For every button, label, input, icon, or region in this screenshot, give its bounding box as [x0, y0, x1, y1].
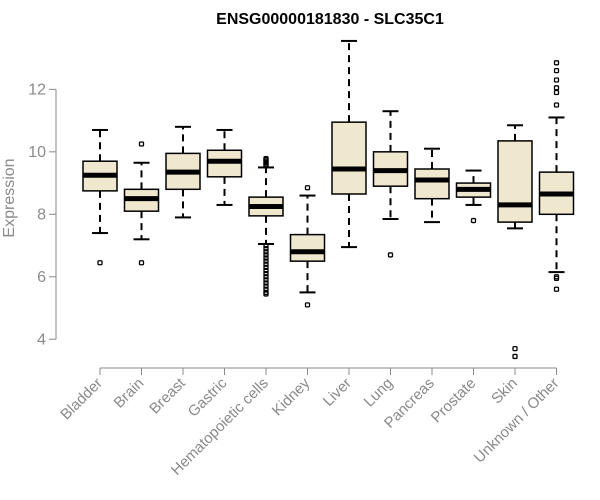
- outlier-point: [263, 258, 269, 264]
- x-tick-label: Prostate: [428, 375, 480, 427]
- outlier-point: [263, 255, 269, 261]
- outlier-point: [553, 275, 560, 281]
- x-tick-label: Liver: [320, 375, 355, 410]
- outlier-point: [470, 217, 477, 224]
- outlier-point: [304, 185, 311, 191]
- x-tick-label: Lung: [361, 375, 397, 411]
- x-tick-label: Bladder: [57, 375, 106, 424]
- box-group: [165, 125, 201, 219]
- box-iqr: [414, 168, 450, 200]
- y-tick-label: 6: [37, 269, 46, 286]
- outlier-point: [553, 89, 560, 96]
- outlier-point: [263, 242, 269, 249]
- x-tick-label: Breast: [146, 374, 189, 417]
- outlier-point: [138, 260, 145, 266]
- plot-area: [82, 39, 575, 360]
- y-tick-label: 4: [37, 331, 46, 348]
- box-group: [538, 60, 575, 292]
- box-group: [455, 169, 492, 224]
- outlier-point: [263, 156, 269, 162]
- outlier-point: [263, 283, 269, 289]
- y-axis-label: Expression: [1, 158, 18, 237]
- outlier-point: [138, 141, 145, 147]
- x-tick-label: Kidney: [269, 374, 314, 419]
- outlier-point: [263, 264, 269, 271]
- outlier-point: [263, 252, 269, 258]
- outlier-point: [553, 286, 560, 292]
- outlier-point: [263, 261, 269, 267]
- y-tick-label: 10: [28, 144, 46, 161]
- outlier-point: [553, 102, 560, 108]
- outlier-point: [263, 286, 269, 292]
- y-axis: 4 6 8 10 12: [28, 81, 57, 348]
- box-group: [206, 128, 243, 206]
- box-group: [123, 141, 160, 266]
- outlier-point: [553, 85, 560, 91]
- chart-title: ENSG00000181830 - SLC35C1: [216, 11, 444, 28]
- outlier-point: [263, 277, 269, 283]
- outlier-point: [553, 67, 560, 74]
- outlier-point: [263, 249, 269, 255]
- outlier-point: [553, 77, 560, 83]
- box-group: [414, 147, 450, 224]
- outlier-point: [263, 267, 269, 274]
- outlier-point: [387, 252, 394, 258]
- box-group: [331, 39, 367, 249]
- outlier-point: [304, 302, 311, 308]
- outlier-point: [263, 271, 269, 277]
- box-iqr: [497, 140, 533, 223]
- box-iqr: [289, 233, 326, 262]
- outlier-point: [263, 274, 269, 280]
- y-tick-label: 12: [28, 81, 46, 98]
- outlier-point: [97, 260, 103, 266]
- box-iqr: [331, 121, 367, 195]
- outlier-point: [512, 353, 518, 360]
- outlier-point: [263, 291, 269, 297]
- x-tick-label: Brain: [111, 375, 148, 412]
- outlier-point: [263, 246, 269, 252]
- box-group: [82, 128, 118, 266]
- y-tick-label: 8: [37, 206, 46, 223]
- box-group: [289, 185, 326, 308]
- box-group: [497, 124, 533, 360]
- x-tick-label: Skin: [488, 375, 521, 408]
- outlier-point: [512, 345, 518, 352]
- outlier-point: [553, 60, 560, 66]
- box-group: [372, 110, 409, 258]
- box-group: [248, 156, 284, 297]
- outlier-point: [263, 280, 269, 286]
